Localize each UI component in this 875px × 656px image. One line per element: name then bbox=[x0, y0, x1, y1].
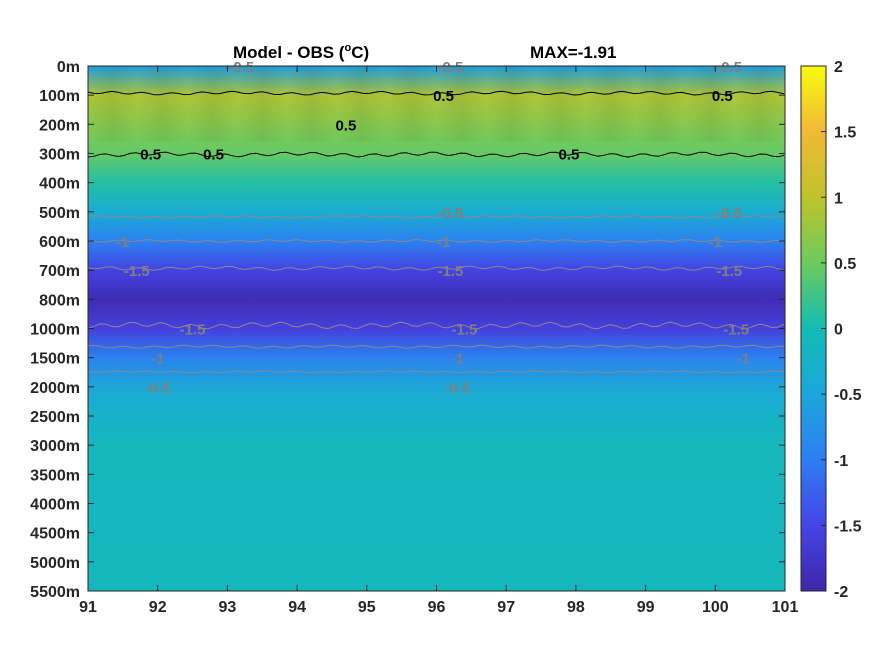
contour-line bbox=[87, 151, 785, 158]
contour-line bbox=[87, 321, 785, 330]
contour-label: -1 bbox=[437, 234, 450, 251]
y-tick-label: 3500m bbox=[30, 467, 80, 484]
colorbar-tick-label: -2 bbox=[834, 584, 848, 601]
colorbar-tick-label: 0.5 bbox=[834, 256, 856, 273]
contour-label: -1.5 bbox=[437, 263, 463, 280]
x-axis: 91 92 93 94 95 96 97 98 99 100 101 bbox=[79, 66, 798, 616]
contour-label: -0.5 bbox=[444, 380, 470, 397]
contour-label: -1 bbox=[737, 351, 750, 368]
contour-label: 0.5 bbox=[140, 147, 161, 164]
colorbar-tick-label: 0 bbox=[834, 322, 843, 339]
contour-line bbox=[87, 215, 785, 219]
contour-label: 0.5 bbox=[558, 147, 579, 164]
x-tick-label: 93 bbox=[219, 599, 237, 616]
contour-label: -1.5 bbox=[723, 322, 749, 339]
contour-label: -1 bbox=[451, 351, 464, 368]
contour-label: -1 bbox=[709, 234, 722, 251]
contour-label: -1 bbox=[116, 234, 129, 251]
x-tick-label: 95 bbox=[358, 599, 376, 616]
y-tick-label: 700m bbox=[39, 263, 80, 280]
y-tick-label: 800m bbox=[39, 292, 80, 309]
contour-label: -0.5 bbox=[437, 59, 463, 76]
y-tick-label: 2000m bbox=[30, 380, 80, 397]
y-tick-label: 3000m bbox=[30, 438, 80, 455]
colorbar-tick-label: -1.5 bbox=[834, 518, 862, 535]
contour-label: -1.5 bbox=[716, 263, 742, 280]
contour-line bbox=[87, 344, 784, 349]
y-tick-label: 5500m bbox=[30, 584, 80, 601]
y-tick-label: 5000m bbox=[30, 555, 80, 572]
contour-labels: -0.5 -0.5 -0.5 0.5 0.5 0.5 0.5 0.5 0.5 -0.5 -0.5 -1… bbox=[116, 59, 750, 397]
contour-label: -1.5 bbox=[180, 322, 206, 339]
colorbar-ticks: 2 1.5 1 0.5 0 -0.5 -1 -1.5 -2 bbox=[821, 59, 862, 601]
colorbar-tick-label: -0.5 bbox=[834, 387, 862, 404]
y-tick-label: 300m bbox=[39, 147, 80, 164]
contour-label: 0.5 bbox=[433, 88, 454, 105]
y-tick-label: 4500m bbox=[30, 526, 80, 543]
contour-label: -1 bbox=[151, 351, 164, 368]
contour-label: 0.5 bbox=[712, 88, 733, 105]
y-tick-label: 400m bbox=[39, 176, 80, 193]
contour-label: -0.5 bbox=[437, 205, 463, 222]
contour-line bbox=[87, 370, 785, 374]
chart-title: Model - OBS (oC) bbox=[233, 42, 369, 62]
colorbar-tick-label: 1 bbox=[834, 190, 843, 207]
x-tick-label: 100 bbox=[702, 599, 729, 616]
y-tick-label: 2500m bbox=[30, 409, 80, 426]
x-tick-label: 92 bbox=[149, 599, 167, 616]
contour-label: -0.5 bbox=[145, 380, 171, 397]
contour-line bbox=[87, 90, 785, 96]
x-tick-label: 94 bbox=[288, 599, 306, 616]
max-label: MAX=-1.91 bbox=[530, 43, 616, 62]
y-tick-label: 1000m bbox=[30, 322, 80, 339]
x-tick-label: 98 bbox=[567, 599, 585, 616]
contour-line bbox=[87, 265, 785, 271]
x-tick-label: 101 bbox=[772, 599, 799, 616]
contour-label: 0.5 bbox=[203, 147, 224, 164]
y-tick-label: 200m bbox=[39, 117, 80, 134]
x-tick-label: 99 bbox=[637, 599, 655, 616]
y-tick-label: 1500m bbox=[30, 351, 80, 368]
x-tick-label: 97 bbox=[497, 599, 515, 616]
plot-area: -0.5 -0.5 -0.5 0.5 0.5 0.5 0.5 0.5 0.5 -0.5 -0.5 -1… bbox=[87, 59, 786, 592]
contour-label: 0.5 bbox=[335, 117, 356, 134]
contour-label: -0.5 bbox=[716, 59, 742, 76]
colorbar-tick-label: 1.5 bbox=[834, 125, 856, 142]
y-tick-label: 500m bbox=[39, 205, 80, 222]
contour-label: -0.5 bbox=[716, 205, 742, 222]
contour-lines bbox=[87, 90, 785, 374]
x-tick-label: 91 bbox=[79, 599, 97, 616]
contour-line bbox=[87, 239, 785, 243]
colorbar-tick-label: 2 bbox=[834, 59, 843, 76]
contour-label: -1.5 bbox=[124, 263, 150, 280]
contour-label: -1.5 bbox=[451, 322, 477, 339]
y-tick-label: 4000m bbox=[30, 497, 80, 514]
contour-label: -0.5 bbox=[228, 59, 254, 76]
y-tick-label: 0m bbox=[57, 59, 80, 76]
field-texture bbox=[88, 66, 785, 142]
colorbar-tick-label: -1 bbox=[834, 453, 848, 470]
x-tick-label: 96 bbox=[428, 599, 446, 616]
y-axis: 0m 100m 200m 300m 400m 500m 600m 700m 800m 1000m 1… bbox=[30, 59, 785, 601]
y-tick-label: 600m bbox=[39, 234, 80, 251]
y-tick-label: 100m bbox=[39, 88, 80, 105]
